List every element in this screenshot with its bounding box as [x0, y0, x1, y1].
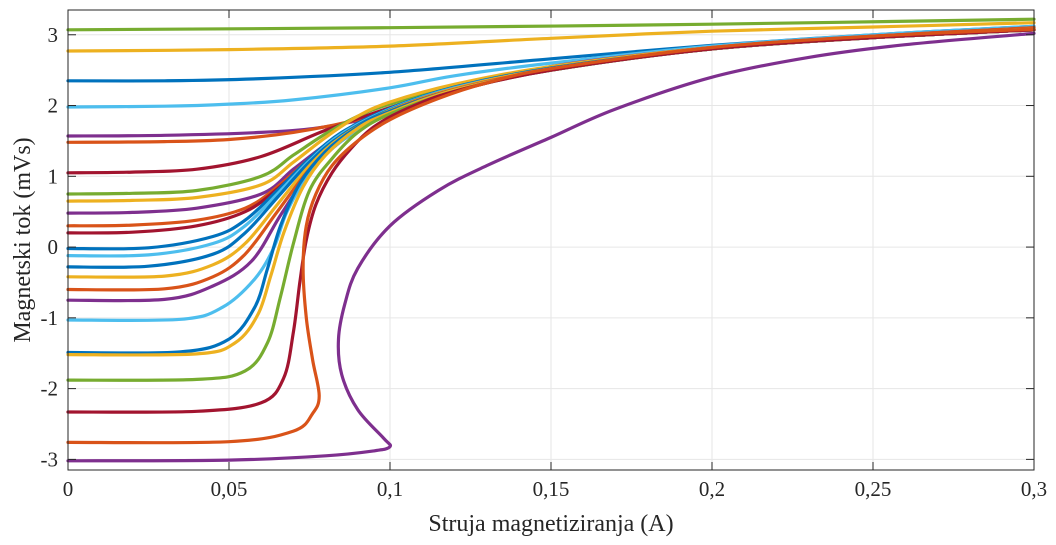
y-tick-label: -3: [41, 447, 59, 471]
x-tick-label: 0,2: [699, 477, 725, 501]
y-tick-label: -1: [41, 306, 59, 330]
x-tick-label: 0,1: [377, 477, 403, 501]
x-axis-label: Struja magnetiziranja (A): [428, 511, 673, 537]
x-tick-label: 0,15: [533, 477, 570, 501]
series-group: [66, 17, 1036, 463]
series-line-1: [66, 17, 1036, 32]
x-tick-label: 0,3: [1021, 477, 1047, 501]
y-tick-label: -2: [41, 377, 59, 401]
series-line-2: [66, 21, 1036, 53]
y-axis-label: Magnetski tok (mVs): [10, 137, 36, 342]
y-tick-labels: -3 -2 -1 0 1 2 3: [41, 23, 59, 472]
y-tick-label: 2: [48, 94, 59, 118]
x-tick-label: 0: [63, 477, 74, 501]
series-line-25: [66, 31, 1036, 463]
x-tick-label: 0,05: [211, 477, 248, 501]
ticks: [67, 10, 1035, 470]
y-tick-label: 0: [48, 235, 59, 259]
x-tick-label: 0,25: [855, 477, 892, 501]
x-tick-labels: 0 0,05 0,1 0,15 0,2 0,25 0,3: [63, 477, 1047, 501]
y-tick-label: 1: [48, 164, 59, 188]
series-line-24: [66, 27, 1036, 445]
y-tick-label: 3: [48, 23, 59, 47]
